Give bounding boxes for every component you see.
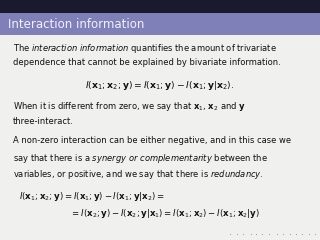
Text: $I(\mathbf{x}_1;\mathbf{x}_2;\mathbf{y}) = I(\mathbf{x}_1;\mathbf{y}) - I(\mathb: $I(\mathbf{x}_1;\mathbf{x}_2;\mathbf{y})…: [19, 190, 165, 203]
Text: $I(\mathbf{x}_1;\mathbf{x}_2;\mathbf{y}) = I(\mathbf{x}_1;\mathbf{y}) - I(\mathb: $I(\mathbf{x}_1;\mathbf{x}_2;\mathbf{y})…: [85, 79, 235, 92]
Text: dependence that cannot be explained by bivariate information.: dependence that cannot be explained by b…: [13, 58, 281, 67]
Bar: [0, 13, 320, 35]
Text: say that there is a $\mathit{synergy\ or\ complementarity}$ between the: say that there is a $\mathit{synergy\ or…: [13, 152, 268, 165]
Text: The $\mathit{interaction\ information}$ quantifies the amount of trivariate: The $\mathit{interaction\ information}$ …: [13, 42, 276, 55]
Bar: [0, 0, 320, 13]
Text: When it is different from zero, we say that $\mathbf{x}_1$, $\mathbf{x}_2$ and $: When it is different from zero, we say t…: [13, 100, 245, 113]
Text: three-interact.: three-interact.: [13, 117, 74, 126]
Text: variables, or positive, and we say that there is $\mathit{redundancy}$.: variables, or positive, and we say that …: [13, 168, 263, 181]
Text: $= I(\mathbf{x}_2;\mathbf{y}) - I(\mathbf{x}_2;\mathbf{y}|\mathbf{x}_1) = I(\mat: $= I(\mathbf{x}_2;\mathbf{y}) - I(\mathb…: [70, 207, 260, 220]
Text: A non-zero interaction can be either negative, and in this case we: A non-zero interaction can be either neg…: [13, 136, 291, 145]
Text: Interaction information: Interaction information: [8, 18, 144, 31]
